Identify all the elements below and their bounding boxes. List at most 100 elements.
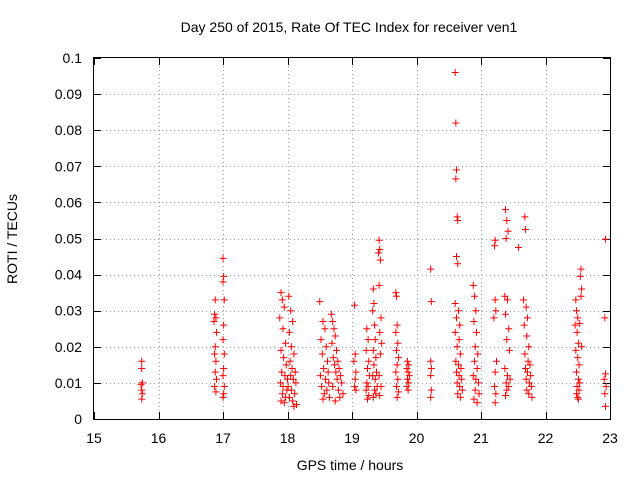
data-point <box>473 364 481 372</box>
data-point <box>491 368 499 376</box>
data-point <box>365 392 373 400</box>
data-point <box>332 368 340 376</box>
data-point <box>331 397 339 405</box>
data-point <box>469 372 477 380</box>
data-point <box>452 314 460 322</box>
data-point <box>505 325 513 333</box>
data-point <box>282 361 290 369</box>
data-point <box>220 321 228 329</box>
data-point <box>601 370 609 378</box>
x-tick-label: 23 <box>602 430 618 446</box>
data-point <box>427 386 435 394</box>
data-point <box>427 372 435 380</box>
data-point <box>572 296 580 304</box>
data-point <box>339 390 347 398</box>
data-point <box>319 318 327 326</box>
data-point <box>451 328 459 336</box>
data-point <box>369 372 377 380</box>
data-point <box>514 244 522 252</box>
data-point <box>371 386 379 394</box>
data-points <box>137 68 610 410</box>
data-point <box>291 368 299 376</box>
data-point <box>472 307 480 315</box>
data-point <box>280 399 288 407</box>
data-point <box>371 336 379 344</box>
data-point <box>219 254 227 262</box>
data-point <box>211 368 219 376</box>
data-point <box>452 357 460 365</box>
data-point <box>427 298 435 306</box>
data-point <box>601 390 609 398</box>
data-point <box>211 296 219 304</box>
data-point <box>369 307 377 315</box>
data-point <box>405 372 413 380</box>
data-point <box>472 328 480 336</box>
data-point <box>452 368 460 376</box>
data-point <box>525 390 533 398</box>
data-point <box>394 388 402 396</box>
data-point <box>454 390 462 398</box>
data-point <box>403 364 411 372</box>
data-point <box>369 393 377 401</box>
data-point <box>318 383 326 391</box>
data-point <box>278 368 286 376</box>
grid <box>94 58 610 419</box>
data-point <box>393 393 401 401</box>
data-point <box>319 395 327 403</box>
data-point <box>374 249 382 257</box>
data-point <box>276 379 284 387</box>
data-point <box>328 339 336 347</box>
data-point <box>601 402 609 410</box>
data-point <box>352 368 360 376</box>
axis-ticks: 15 16 17 18 19 20 21 22 23 0 0.01 0.02 0.03 0.04 0.05 0… <box>55 50 618 446</box>
x-tick-label: 21 <box>473 430 489 446</box>
data-point <box>220 390 228 398</box>
data-point <box>220 272 228 280</box>
data-point <box>578 343 586 351</box>
data-point <box>574 339 582 347</box>
data-point <box>375 372 383 380</box>
data-point <box>362 386 370 394</box>
data-point <box>285 393 293 401</box>
data-point <box>576 272 584 280</box>
data-point <box>575 361 583 369</box>
data-point <box>324 368 332 376</box>
data-point <box>576 379 584 387</box>
data-point <box>277 346 285 354</box>
data-point <box>601 235 609 243</box>
data-point <box>521 350 529 358</box>
data-point <box>453 379 461 387</box>
data-point <box>526 361 534 369</box>
data-point <box>320 364 328 372</box>
data-point <box>373 368 381 376</box>
data-point <box>471 386 479 394</box>
data-point <box>491 296 499 304</box>
data-point <box>210 318 218 326</box>
data-point <box>333 346 341 354</box>
data-point <box>212 357 220 365</box>
data-point <box>393 321 401 329</box>
data-point <box>427 393 435 401</box>
data-point <box>277 289 285 297</box>
data-point <box>427 364 435 372</box>
data-point <box>454 307 462 315</box>
data-point <box>503 336 511 344</box>
data-point <box>291 390 299 398</box>
data-point <box>322 343 330 351</box>
data-point <box>470 395 478 403</box>
data-point <box>290 350 298 358</box>
data-point <box>287 307 295 315</box>
data-point <box>403 383 411 391</box>
y-tick-label: 0.05 <box>55 231 82 247</box>
data-point <box>287 386 295 394</box>
data-point <box>503 386 511 394</box>
data-point <box>370 299 378 307</box>
data-point <box>403 375 411 383</box>
data-point <box>394 339 402 347</box>
data-point <box>329 354 337 362</box>
data-point <box>458 386 466 394</box>
data-point <box>394 354 402 362</box>
data-point <box>289 397 297 405</box>
data-point <box>572 346 580 354</box>
data-point <box>523 332 531 340</box>
